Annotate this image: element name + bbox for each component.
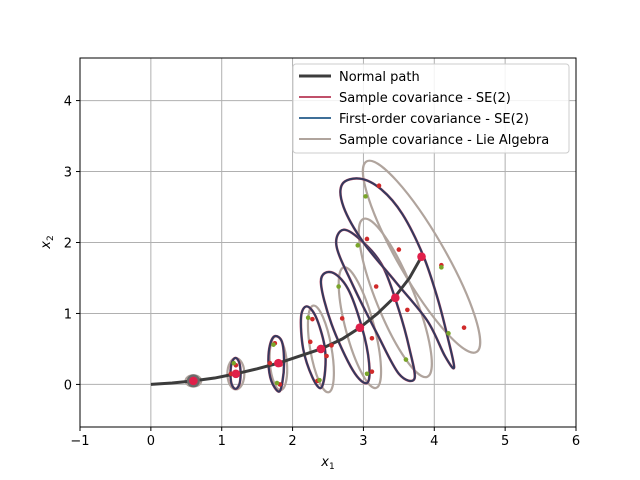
- normal-path-line: [150, 255, 423, 386]
- sample-point-green: [355, 243, 361, 248]
- mean-marker: [417, 252, 426, 261]
- legend-label-first-order: First-order covariance - SE(2): [339, 112, 529, 127]
- sample-point-red: [369, 369, 375, 374]
- sample-point-red: [461, 325, 467, 330]
- lie-algebra-ellipse: [357, 217, 433, 379]
- y-tick-label: 1: [64, 307, 72, 322]
- first-order-se2-contour: [299, 305, 327, 390]
- y-tick-label: 4: [64, 95, 72, 110]
- x-tick-label: −1: [70, 434, 89, 449]
- plot-content: [150, 159, 482, 394]
- sample-point-red: [267, 360, 273, 366]
- sample-point-green: [305, 315, 311, 321]
- y-tick-label: 3: [64, 166, 72, 181]
- legend-box: [292, 63, 570, 154]
- normal-path-series: [150, 255, 423, 386]
- mean-marker: [189, 376, 198, 386]
- sample-point-green: [364, 371, 370, 377]
- sample-point-red: [396, 247, 402, 252]
- x-tick-label: 0: [147, 434, 155, 449]
- lie-algebra-ellipse: [361, 159, 482, 354]
- sample-point-red: [373, 284, 379, 289]
- sample-point-red: [369, 335, 375, 341]
- mean-marker: [274, 358, 283, 368]
- sample-point-green: [231, 360, 237, 366]
- mean-marker: [391, 293, 400, 303]
- sample-point-red: [324, 353, 329, 359]
- first-order-se2-contour: [339, 177, 456, 370]
- y-axis-label: x2: [39, 235, 56, 249]
- sample-point-green: [446, 331, 451, 336]
- x-tick-label: 2: [288, 434, 296, 449]
- first-order-se2-contour: [229, 356, 242, 390]
- legend-label-lie-algebra: Sample covariance - Lie Algebra: [339, 133, 549, 148]
- sample-point-green: [439, 265, 444, 270]
- first-order-se2-contour: [267, 335, 286, 393]
- sample-point-green: [403, 357, 409, 362]
- x-axis-label: x1: [320, 455, 334, 472]
- x-tick-label: 4: [430, 434, 438, 449]
- y-tick-label: 0: [64, 378, 72, 393]
- mean-marker: [316, 344, 326, 354]
- y-tick-label: 2: [64, 237, 72, 252]
- sample-point-green: [336, 284, 341, 289]
- sample-point-red: [307, 339, 313, 345]
- axis-ticks: −1 0 1 2 3 4 5 6 0 1 2 3 4: [64, 95, 580, 449]
- sample-point-red: [329, 343, 334, 348]
- sample-point-red: [310, 316, 315, 322]
- mean-marker: [355, 323, 365, 332]
- sample-point-green: [271, 342, 276, 347]
- x-tick-label: 6: [572, 434, 580, 449]
- sample-point-red: [376, 183, 382, 189]
- sample-point-red: [364, 236, 370, 242]
- legend: Normal path Sample covariance - SE(2) Fi…: [292, 63, 570, 154]
- x-tick-label: 5: [501, 434, 509, 449]
- legend-label-sample-se2: Sample covariance - SE(2): [339, 91, 511, 106]
- first-order-se2-contour: [335, 228, 416, 382]
- mean-markers: [186, 252, 426, 388]
- sample-point-green: [363, 194, 368, 199]
- lie-algebra-ellipses: [184, 159, 482, 394]
- sample-point-red: [405, 307, 410, 313]
- sample-point-red: [339, 316, 345, 321]
- x-tick-label: 1: [218, 434, 226, 449]
- sample-points: [228, 183, 467, 387]
- sample-point-green: [274, 380, 280, 386]
- x-tick-label: 3: [359, 434, 367, 449]
- se2-ellipses: [229, 177, 456, 393]
- legend-label-normal-path: Normal path: [339, 70, 420, 85]
- first-order-se2-contour: [319, 271, 371, 385]
- sample-point-green: [317, 377, 322, 383]
- mean-marker: [231, 369, 241, 379]
